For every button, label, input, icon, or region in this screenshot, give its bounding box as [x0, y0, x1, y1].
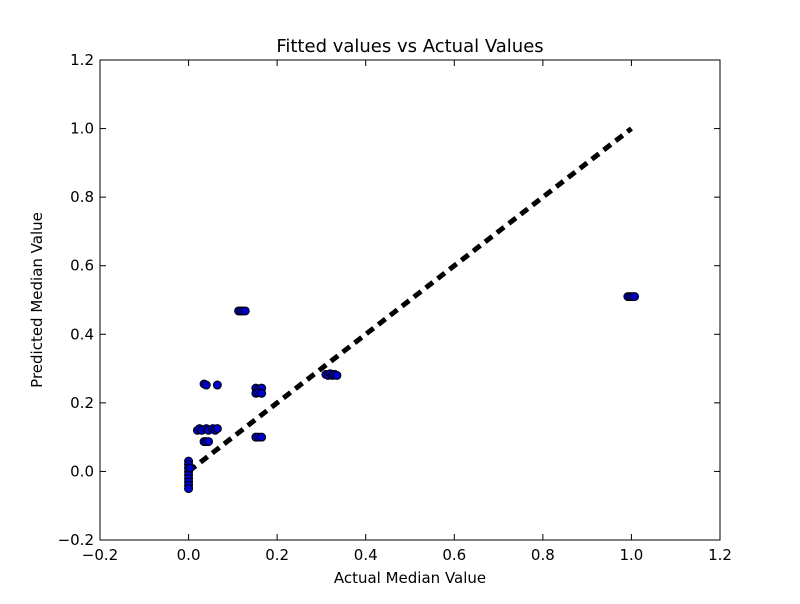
- data-point: [257, 388, 267, 398]
- y-tick-label: 0.2: [70, 394, 94, 412]
- data-point: [185, 463, 195, 473]
- y-tick-label: 0.4: [70, 325, 94, 343]
- data-point: [212, 424, 222, 434]
- x-tick-label: 1.0: [619, 546, 643, 564]
- y-tick-label: 1.0: [70, 120, 94, 138]
- x-tick-label: 0.2: [265, 546, 289, 564]
- data-point: [184, 484, 194, 494]
- ticks-layer: −0.2 0.0 0.2 0.4 0.6 0.8 1.0 1.2 −0.2 0.0 0.2 0.4 0.…: [58, 51, 732, 564]
- reference-line: [187, 126, 633, 474]
- data-point: [201, 380, 211, 390]
- x-tick-label: 0.4: [354, 546, 378, 564]
- y-tick-label: 0.8: [70, 188, 94, 206]
- data-point: [332, 370, 342, 380]
- data-point: [240, 306, 250, 316]
- y-tick-label: −0.2: [58, 531, 94, 549]
- data-point: [630, 292, 640, 302]
- x-tick-label: 0.6: [442, 546, 466, 564]
- data-point: [204, 437, 213, 447]
- x-tick-label: 0.0: [177, 546, 201, 564]
- x-axis-title: Actual Median Value: [334, 569, 486, 587]
- y-tick-label: 0.0: [70, 462, 94, 480]
- marks-layer: [184, 126, 640, 494]
- data-point: [257, 432, 267, 442]
- x-tick-label: −0.2: [82, 546, 118, 564]
- y-axis-title: Predicted Median Value: [28, 212, 46, 388]
- data-point: [212, 380, 222, 390]
- chart-title: Fitted values vs Actual Values: [276, 36, 543, 57]
- y-tick-label: 1.2: [70, 51, 94, 69]
- plot-frame: [99, 59, 721, 541]
- y-tick-label: 0.6: [70, 257, 94, 275]
- x-tick-label: 0.8: [531, 546, 555, 564]
- x-tick-label: 1.2: [708, 546, 732, 564]
